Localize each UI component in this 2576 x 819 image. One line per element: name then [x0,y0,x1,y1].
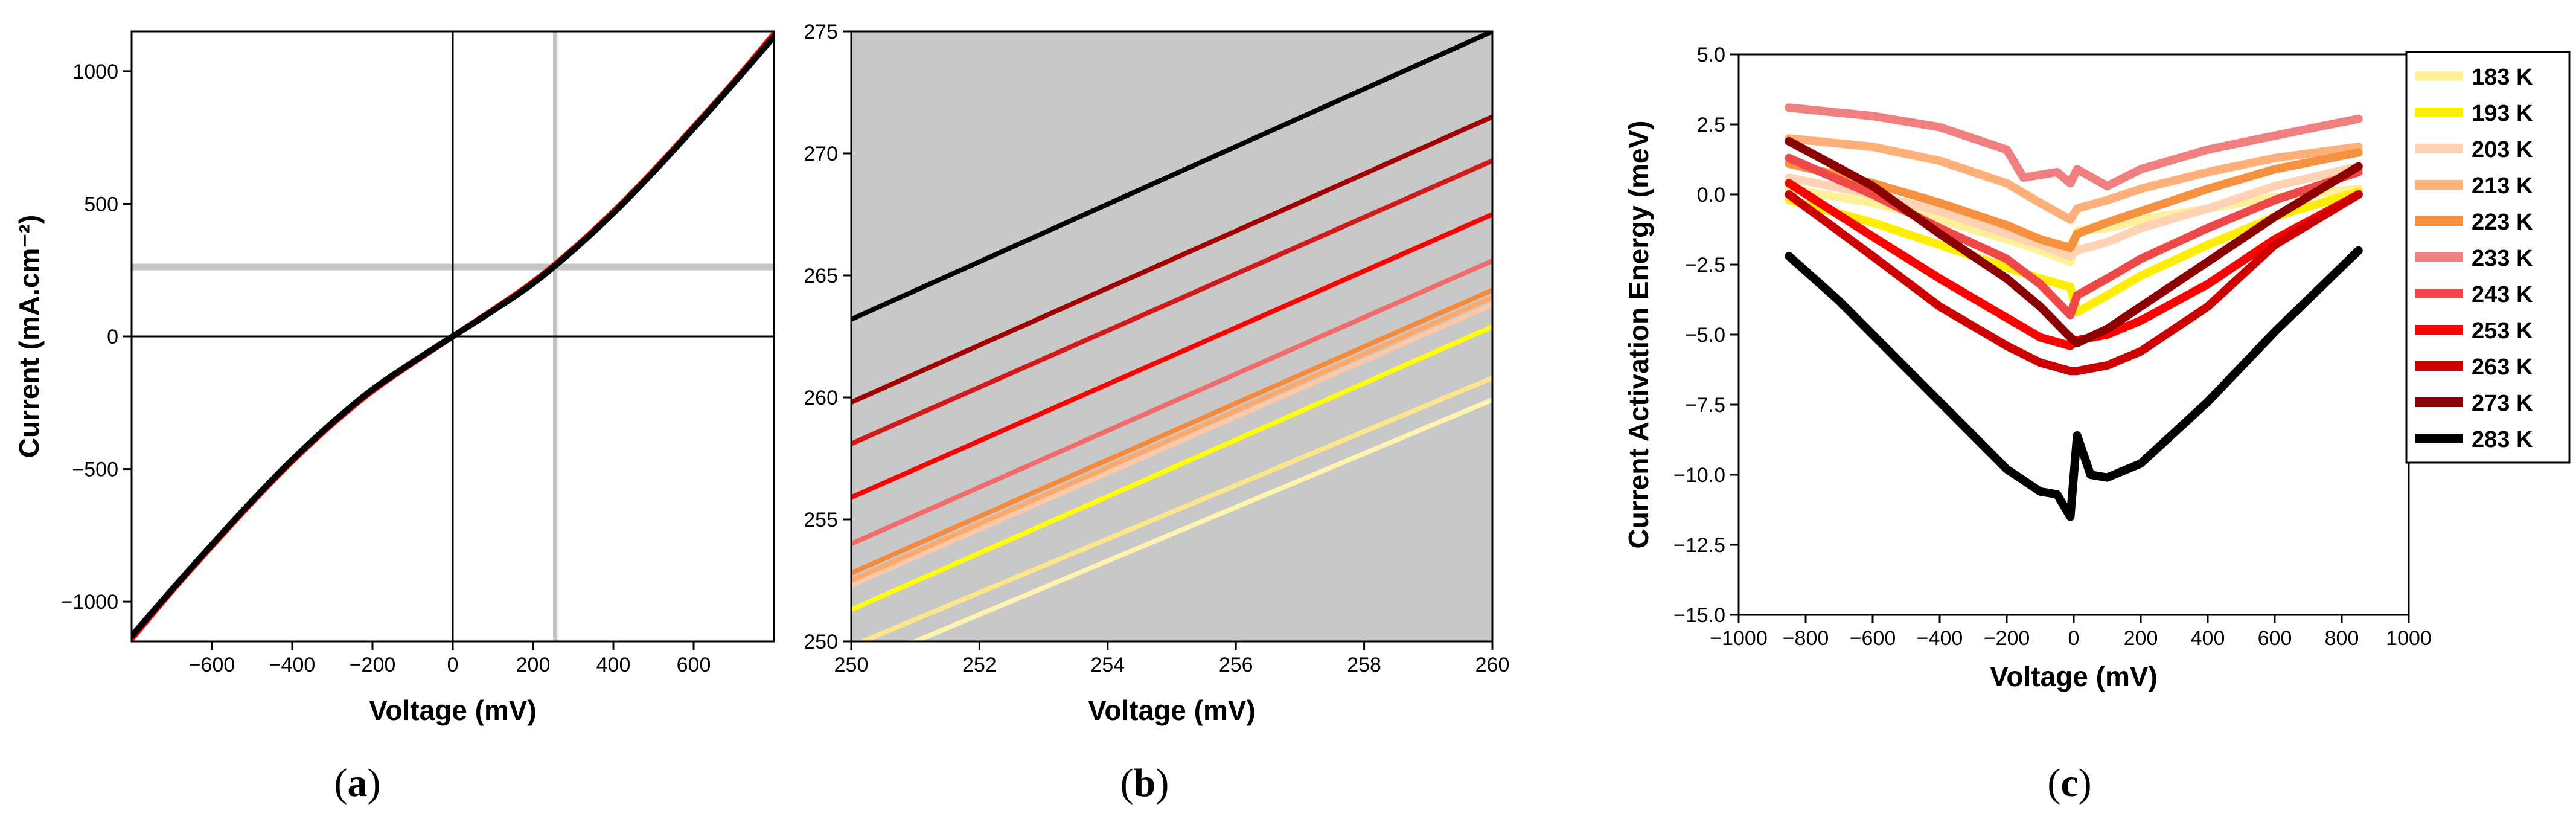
x-tick-label: 600 [677,654,711,676]
plot-area [1785,103,2363,521]
legend-entry: 223 K [2472,210,2533,235]
y-axis-label: Current Activation Energy (meV) [1623,121,1654,549]
y-tick-label: 260 [804,387,838,410]
y-tick-label: −10.0 [1673,464,1725,487]
x-tick-label: 400 [596,654,631,676]
series-line-243-k [851,258,1492,547]
series-line-223-k [851,295,1492,583]
plot-area [132,31,774,641]
y-tick-label: −500 [72,458,118,481]
y-tick-label: 255 [804,509,838,532]
series-line-233-k [1785,103,2363,191]
plot-area [851,31,1492,641]
chart-c: −1000 −800 −600 −400 −200 0 200 400 600 800 1000 −1… [1623,43,2571,805]
legend-entry: 213 K [2472,173,2533,199]
series-line-263-k [851,158,1492,446]
y-tick-label: 275 [804,21,838,43]
series-line-213-k [851,302,1492,588]
series-line-253-k [851,212,1492,500]
x-tick-label: 400 [2191,627,2225,650]
x-tick-label: −400 [269,654,316,676]
x-tick-label: 252 [962,654,997,676]
y-tick-label: 1000 [72,60,118,83]
series-line-263-k [1785,190,2363,376]
y-tick-label: 270 [804,143,838,165]
y-tick-label: −2.5 [1685,254,1725,277]
x-tick-label: −200 [350,654,396,676]
y-tick-label: 5.0 [1697,43,1725,66]
x-tick-label: −600 [189,654,235,676]
legend-entry: 263 K [2472,355,2533,380]
chart-a: −600 −400 −200 0 200 400 600 −1000 −500 0 500 1000 V… [13,30,775,805]
x-tick-label: −600 [1850,627,1896,650]
x-axis-label: Voltage (mV) [369,695,537,726]
series-line-183-k [909,397,1492,641]
x-tick-label: 254 [1090,654,1125,676]
legend-entry: 193 K [2472,101,2533,126]
y-tick-label: 2.5 [1697,114,1725,136]
x-tick-label: −800 [1783,627,1829,650]
x-tick-label: 200 [2124,627,2158,650]
caption-letter: a [348,761,368,805]
y-tick-label: −1000 [61,591,119,614]
series-line-273-k [851,114,1492,405]
y-tick-label: −15.0 [1673,604,1725,627]
legend-entry: 233 K [2472,246,2533,271]
y-tick-label: 265 [804,265,838,287]
x-tick-label: 250 [834,654,869,676]
chart-b: 250 252 254 256 258 260 250 255 260 265 270 275 Volt… [804,21,1509,805]
series-line-233-k [851,287,1492,576]
y-tick-label: −12.5 [1673,534,1725,557]
series-line-203-k [851,324,1492,612]
x-axis-label: Voltage (mV) [1088,695,1256,726]
y-tick-label: −5.0 [1685,324,1725,347]
x-tick-label: 0 [2068,627,2080,650]
y-tick-label: 0 [107,326,118,348]
y-axis-label: Current (mA.cm⁻²) [13,215,45,458]
caption-letter: c [2060,761,2078,805]
legend-entry: 183 K [2472,65,2533,90]
series-line-223-k [1785,148,2363,252]
x-tick-label: 1000 [2386,627,2432,650]
x-tick-label: 0 [447,654,459,676]
legend-entry: 283 K [2472,427,2533,452]
series-line-203-k [1785,162,2363,261]
figure-caption: (c) [2047,761,2091,805]
y-tick-label: 0.0 [1697,184,1725,207]
figure-caption: (a) [334,761,381,805]
y-tick-label: 500 [84,193,118,216]
x-tick-label: −1000 [1710,627,1768,650]
series-line-213-k [1785,134,2363,224]
x-tick-label: 200 [516,654,551,676]
figure-caption: (b) [1120,761,1169,805]
legend-entry: 203 K [2472,137,2533,162]
x-tick-label: 800 [2325,627,2359,650]
x-tick-label: 260 [1475,654,1510,676]
plot-background [851,31,1492,641]
series-line-193-k [856,375,1492,641]
plot-frame [850,30,1494,643]
caption-letter: b [1134,761,1156,805]
x-tick-label: 600 [2258,627,2292,650]
x-tick-label: 258 [1347,654,1381,676]
x-tick-label: −400 [1917,627,1963,650]
y-tick-label: 250 [804,631,838,654]
legend-entry: 253 K [2472,318,2533,344]
series-line-283-k [851,31,1492,322]
legend-entry: 243 K [2472,282,2533,307]
series-line-283-k [1785,246,2363,521]
x-tick-label: 256 [1219,654,1253,676]
series-line-273-k [1785,136,2363,347]
x-tick-label: −200 [1984,627,2030,650]
y-tick-label: −7.5 [1685,394,1725,417]
series-line-283-k [132,33,774,640]
legend-entry: 273 K [2472,391,2533,416]
plot-frame [1737,53,2410,616]
x-axis-label: Voltage (mV) [1990,661,2158,692]
